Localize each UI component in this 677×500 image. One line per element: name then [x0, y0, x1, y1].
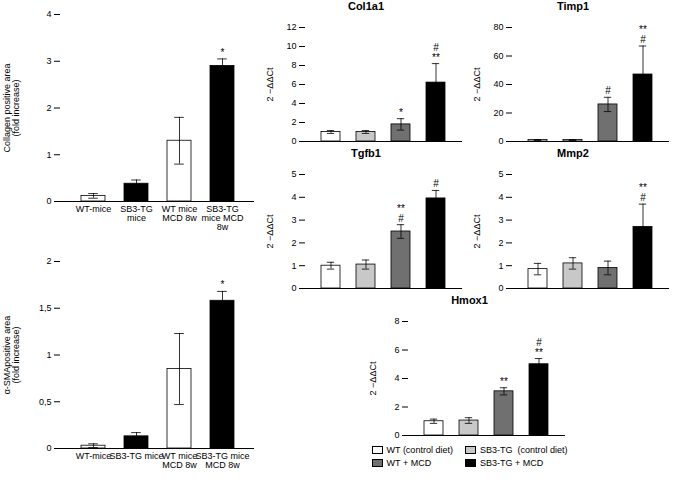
svg-text:*: * [221, 279, 225, 290]
svg-text:0: 0 [46, 196, 51, 206]
html-text:Mmp2: Mmp2 [557, 147, 589, 159]
svg-text:*: * [221, 47, 225, 58]
svg-text:20: 20 [493, 108, 503, 118]
svg-text:**: ** [500, 376, 508, 387]
html-text:Col1a1: Col1a1 [348, 0, 384, 12]
svg-text:WT miceMCD 8w: WT miceMCD 8w [162, 204, 197, 223]
svg-text:**#: **# [397, 203, 405, 224]
svg-text:2 −ΔΔCt: 2 −ΔΔCt [264, 67, 274, 101]
svg-text:80: 80 [493, 22, 503, 32]
svg-text:Collagen positive area(fold in: Collagen positive area(fold increase) [2, 63, 21, 152]
svg-text:5: 5 [498, 169, 503, 179]
svg-text:12: 12 [286, 22, 296, 32]
html-text:SB3-TG (control diet): SB3-TG (control diet) [479, 445, 568, 455]
svg-text:0: 0 [394, 430, 399, 440]
svg-text:**#: **# [639, 24, 647, 45]
html-text:WT (control diet): WT (control diet) [386, 445, 453, 455]
svg-text:1,5: 1,5 [39, 303, 52, 313]
svg-text:1: 1 [46, 350, 51, 360]
svg-text:SB3-TGmice MCD8w: SB3-TGmice MCD8w [202, 204, 244, 232]
svg-text:5: 5 [291, 169, 296, 179]
svg-text:SB3-TG mice: SB3-TG mice [109, 451, 163, 461]
svg-text:3: 3 [291, 215, 296, 225]
svg-text:WT miceMCD 8w: WT miceMCD 8w [162, 451, 197, 470]
svg-text:8: 8 [394, 316, 399, 326]
svg-text:4: 4 [291, 98, 296, 108]
svg-text:#**: #** [432, 42, 440, 63]
svg-text:6: 6 [291, 79, 296, 89]
svg-text:2 −ΔΔCt: 2 −ΔΔCt [471, 67, 481, 101]
svg-text:0: 0 [498, 283, 503, 293]
svg-text:60: 60 [493, 51, 503, 61]
svg-text:2 −ΔΔCt: 2 −ΔΔCt [471, 214, 481, 248]
svg-text:2 −ΔΔCt: 2 −ΔΔCt [368, 361, 378, 395]
svg-text:0,5: 0,5 [39, 397, 52, 407]
svg-text:WT-mice: WT-mice [76, 204, 112, 214]
svg-text:#: # [605, 85, 611, 96]
svg-text:SB3-TGmice: SB3-TGmice [120, 204, 153, 223]
svg-text:SB3-TG miceMCD 8w: SB3-TG miceMCD 8w [195, 451, 249, 470]
html-text:SB3-TG + MCD: SB3-TG + MCD [479, 458, 544, 468]
svg-text:0: 0 [291, 136, 296, 146]
html-text:Hmox1: Hmox1 [451, 294, 488, 306]
svg-text:2: 2 [291, 238, 296, 248]
svg-text:4: 4 [46, 9, 51, 19]
svg-text:*: * [399, 107, 403, 118]
html-text:WT + MCD: WT + MCD [386, 458, 432, 468]
svg-text:2: 2 [394, 402, 399, 412]
html-text:Tgfb1: Tgfb1 [351, 147, 381, 159]
svg-text:3: 3 [46, 56, 51, 66]
svg-text:2: 2 [46, 256, 51, 266]
svg-text:4: 4 [394, 373, 399, 383]
svg-text:4: 4 [498, 192, 503, 202]
svg-text:2: 2 [498, 238, 503, 248]
svg-text:1: 1 [291, 261, 296, 271]
svg-text:2: 2 [46, 103, 51, 113]
svg-text:0: 0 [498, 136, 503, 146]
svg-text:#**: #** [535, 337, 543, 358]
svg-text:3: 3 [498, 215, 503, 225]
svg-text:6: 6 [394, 345, 399, 355]
html-text:Timp1: Timp1 [556, 0, 590, 12]
svg-text:α-SMApositive area(fold increa: α-SMApositive area(fold increase) [2, 316, 21, 395]
svg-text:WT-mice: WT-mice [76, 451, 112, 461]
svg-text:10: 10 [286, 41, 296, 51]
svg-text:1: 1 [498, 261, 503, 271]
svg-text:8: 8 [291, 60, 296, 70]
svg-text:40: 40 [493, 79, 503, 89]
svg-text:2: 2 [291, 117, 296, 127]
svg-text:**#: **# [639, 182, 647, 203]
svg-text:0: 0 [291, 283, 296, 293]
svg-text:0: 0 [46, 443, 51, 453]
svg-text:#: # [433, 178, 439, 189]
svg-text:1: 1 [46, 150, 51, 160]
svg-text:2 −ΔΔCt: 2 −ΔΔCt [264, 214, 274, 248]
svg-text:4: 4 [291, 192, 296, 202]
